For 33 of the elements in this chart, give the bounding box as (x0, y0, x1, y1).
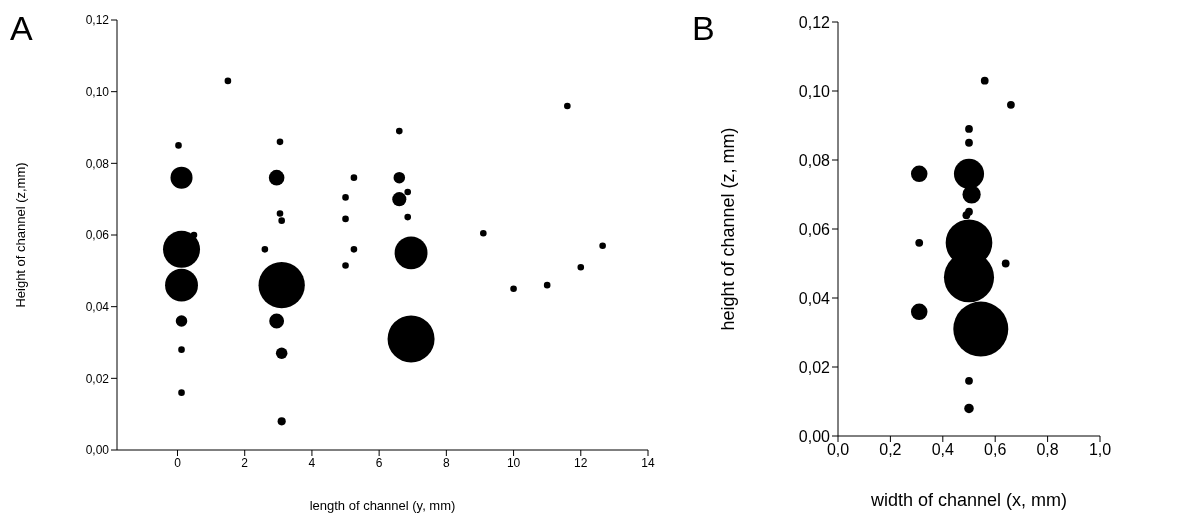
x-tick-label: 0,2 (879, 441, 902, 459)
y-tick-label: 0,04 (85, 299, 110, 314)
x-tick-label: 8 (443, 455, 451, 470)
x-tick-label: 0,0 (826, 441, 850, 459)
y-tick-label: 0,04 (798, 289, 831, 307)
y-tick-label: 0,08 (798, 151, 831, 169)
y-tick-label: 0,10 (85, 84, 110, 99)
y-tick-label: 0,12 (85, 13, 110, 28)
y-tick-label: 0,02 (798, 358, 831, 376)
y-tick-label: 0,10 (798, 82, 831, 100)
y-axis-title: Height of channel (z,mm) (12, 162, 28, 308)
y-tick-label: 0,08 (85, 156, 110, 171)
x-tick-label: 1,0 (1088, 441, 1112, 459)
x-tick-label: 10 (506, 455, 521, 470)
chart-title: A (10, 8, 33, 48)
x-tick-label: 4 (308, 455, 316, 470)
x-tick-label: 12 (574, 455, 588, 470)
x-tick-label: 2 (241, 455, 249, 470)
y-axis-title: height of channel (z, mm) (718, 127, 739, 331)
x-axis-title: length of channel (y, mm) (309, 498, 456, 513)
chart-title: B (692, 8, 715, 48)
x-tick-label: 0 (174, 455, 182, 470)
x-tick-label: 0,8 (1036, 441, 1059, 459)
y-tick-label: 0,02 (85, 371, 110, 386)
y-tick-label: 0,06 (798, 220, 831, 238)
x-tick-label: 14 (641, 455, 655, 470)
y-tick-label: 0,00 (85, 443, 110, 458)
x-axis-title: width of channel (x, mm) (869, 490, 1068, 510)
x-tick-label: 0,6 (984, 441, 1007, 459)
x-tick-label: 6 (375, 455, 383, 470)
y-tick-label: 0,12 (798, 13, 831, 31)
y-tick-label: 0,06 (85, 228, 110, 243)
x-tick-label: 0,4 (931, 441, 955, 459)
